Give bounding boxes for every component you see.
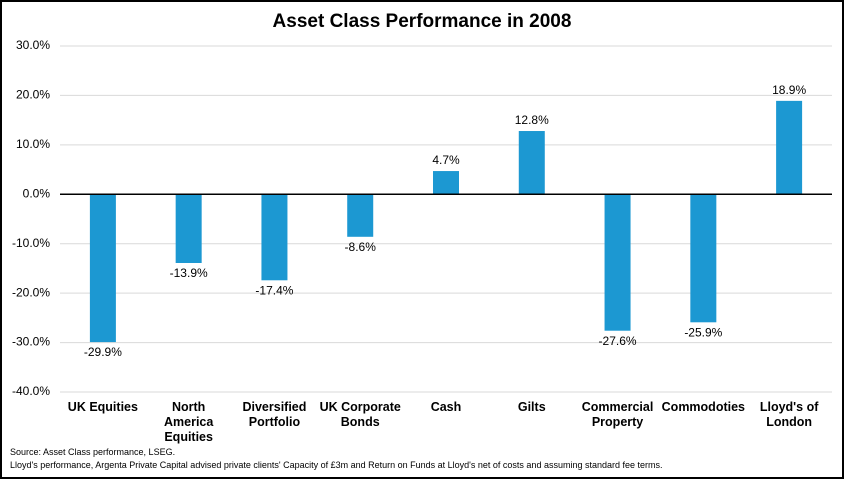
value-label: -13.9% xyxy=(170,266,208,280)
y-tick-label: -40.0% xyxy=(12,384,50,398)
value-label: 12.8% xyxy=(515,113,549,127)
value-label: -8.6% xyxy=(345,240,377,254)
y-tick-label: 20.0% xyxy=(16,88,50,102)
x-tick-label: Commodoties xyxy=(661,400,745,414)
y-tick-label: -20.0% xyxy=(12,285,50,299)
bar xyxy=(604,194,631,331)
bar xyxy=(89,194,116,343)
value-label: -27.6% xyxy=(599,334,637,348)
bar xyxy=(518,131,545,195)
x-tick-label: UK Equities xyxy=(67,400,138,414)
footnote: Lloyd's performance, Argenta Private Cap… xyxy=(10,460,663,470)
y-tick-label: -30.0% xyxy=(12,335,50,349)
y-tick-label: -10.0% xyxy=(12,236,50,250)
value-label: -25.9% xyxy=(684,325,722,339)
value-label: 18.9% xyxy=(772,83,806,97)
y-tick-label: 10.0% xyxy=(16,137,50,151)
bar xyxy=(347,194,374,237)
y-tick-label: 0.0% xyxy=(23,186,51,200)
x-tick-label: UK Corporate Bonds xyxy=(319,400,401,429)
chart-title: Asset Class Performance in 2008 xyxy=(273,11,572,32)
bar xyxy=(175,194,202,263)
value-label: 4.7% xyxy=(432,153,460,167)
x-tick-label: Diversified Portfolio xyxy=(242,400,307,429)
x-tick-label: Cash xyxy=(430,400,462,414)
x-tick-label: North America Equities xyxy=(163,400,214,444)
source-note: Source: Asset Class performance, LSEG. xyxy=(10,447,176,457)
y-tick-label: 30.0% xyxy=(16,38,50,52)
bar xyxy=(776,100,803,195)
bar xyxy=(261,194,288,281)
x-tick-label: Commercial Property xyxy=(581,400,654,429)
x-tick-label: Gilts xyxy=(517,400,546,414)
bar xyxy=(690,194,717,323)
value-label: -29.9% xyxy=(84,345,122,359)
x-tick-label: Lloyd's of London xyxy=(759,400,819,429)
bar xyxy=(433,171,459,195)
value-label: -17.4% xyxy=(255,283,293,297)
